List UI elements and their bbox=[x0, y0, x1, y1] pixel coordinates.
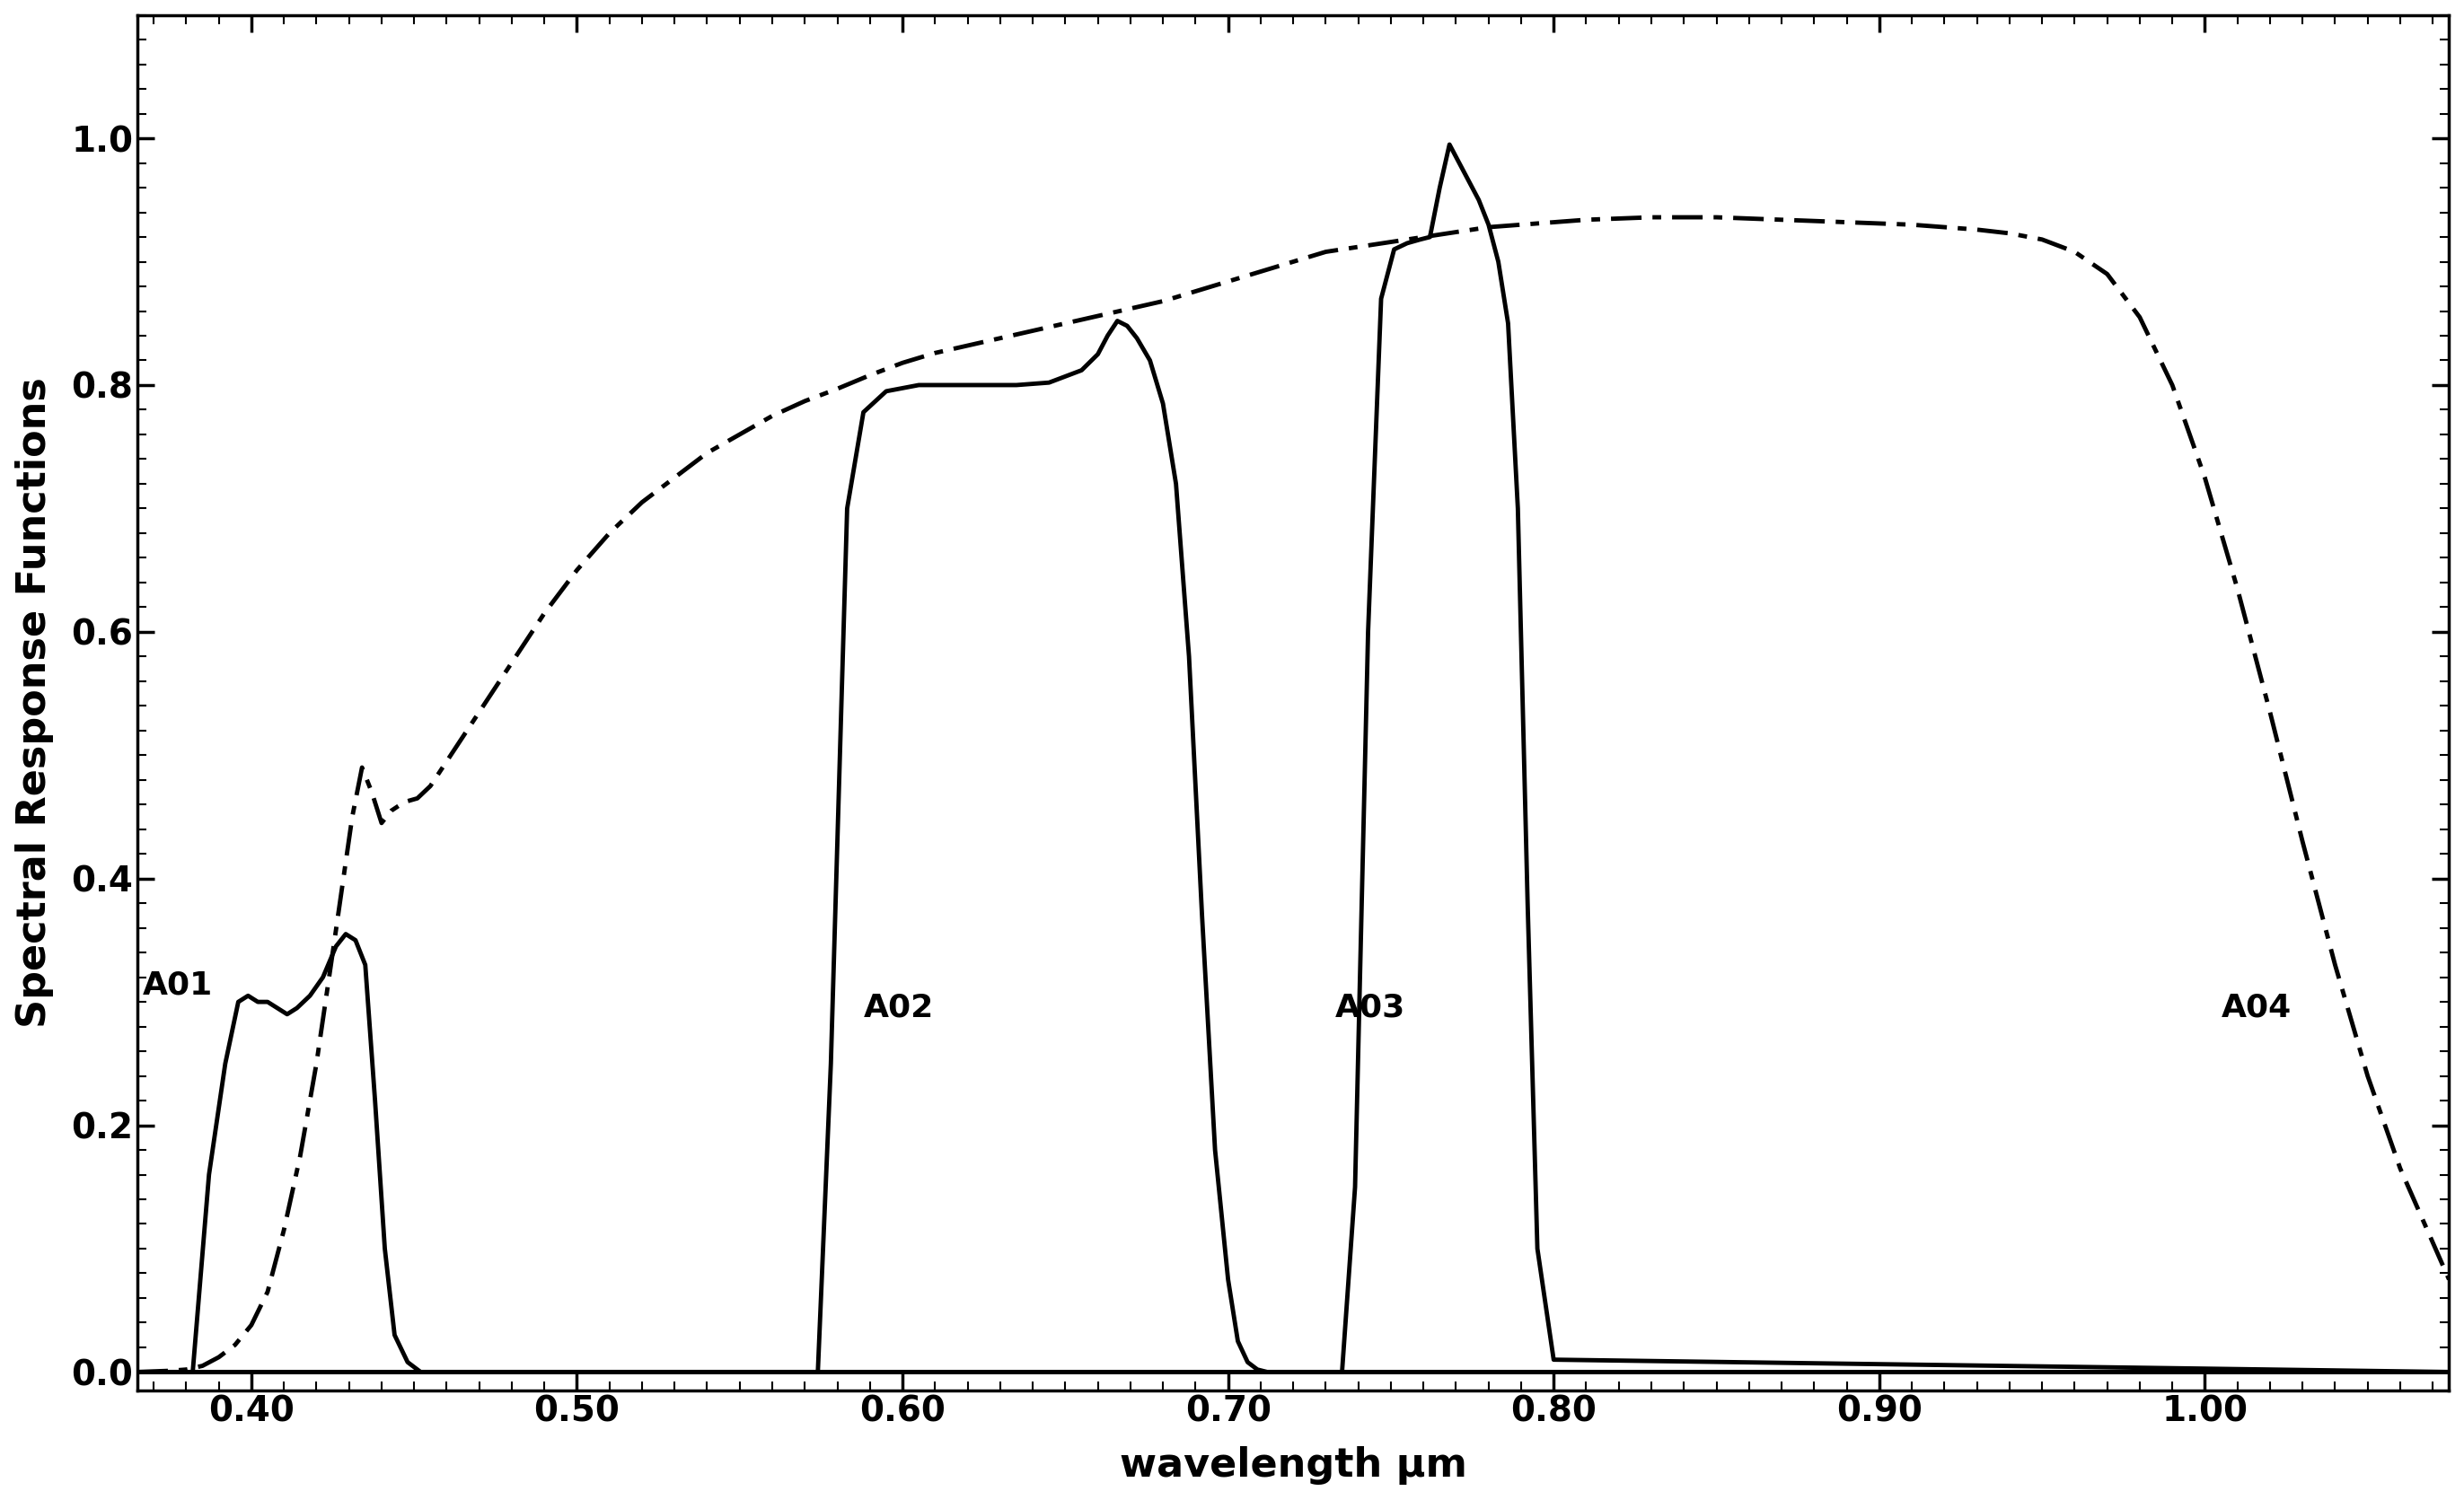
Text: A04: A04 bbox=[2220, 993, 2292, 1023]
Y-axis label: Spectral Response Functions: Spectral Response Functions bbox=[15, 378, 54, 1028]
X-axis label: wavelength μm: wavelength μm bbox=[1119, 1446, 1466, 1485]
Text: A03: A03 bbox=[1335, 993, 1407, 1023]
Text: A02: A02 bbox=[862, 993, 934, 1023]
Text: A01: A01 bbox=[143, 970, 212, 1000]
